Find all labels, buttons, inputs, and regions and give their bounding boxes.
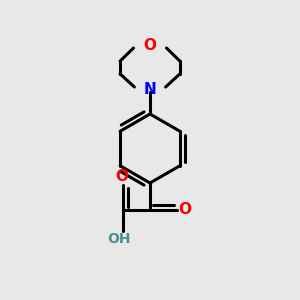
Text: N: N <box>144 82 156 98</box>
Text: OH: OH <box>108 232 131 246</box>
Text: O: O <box>143 38 157 52</box>
Text: O: O <box>178 202 191 217</box>
Text: O: O <box>116 169 129 184</box>
